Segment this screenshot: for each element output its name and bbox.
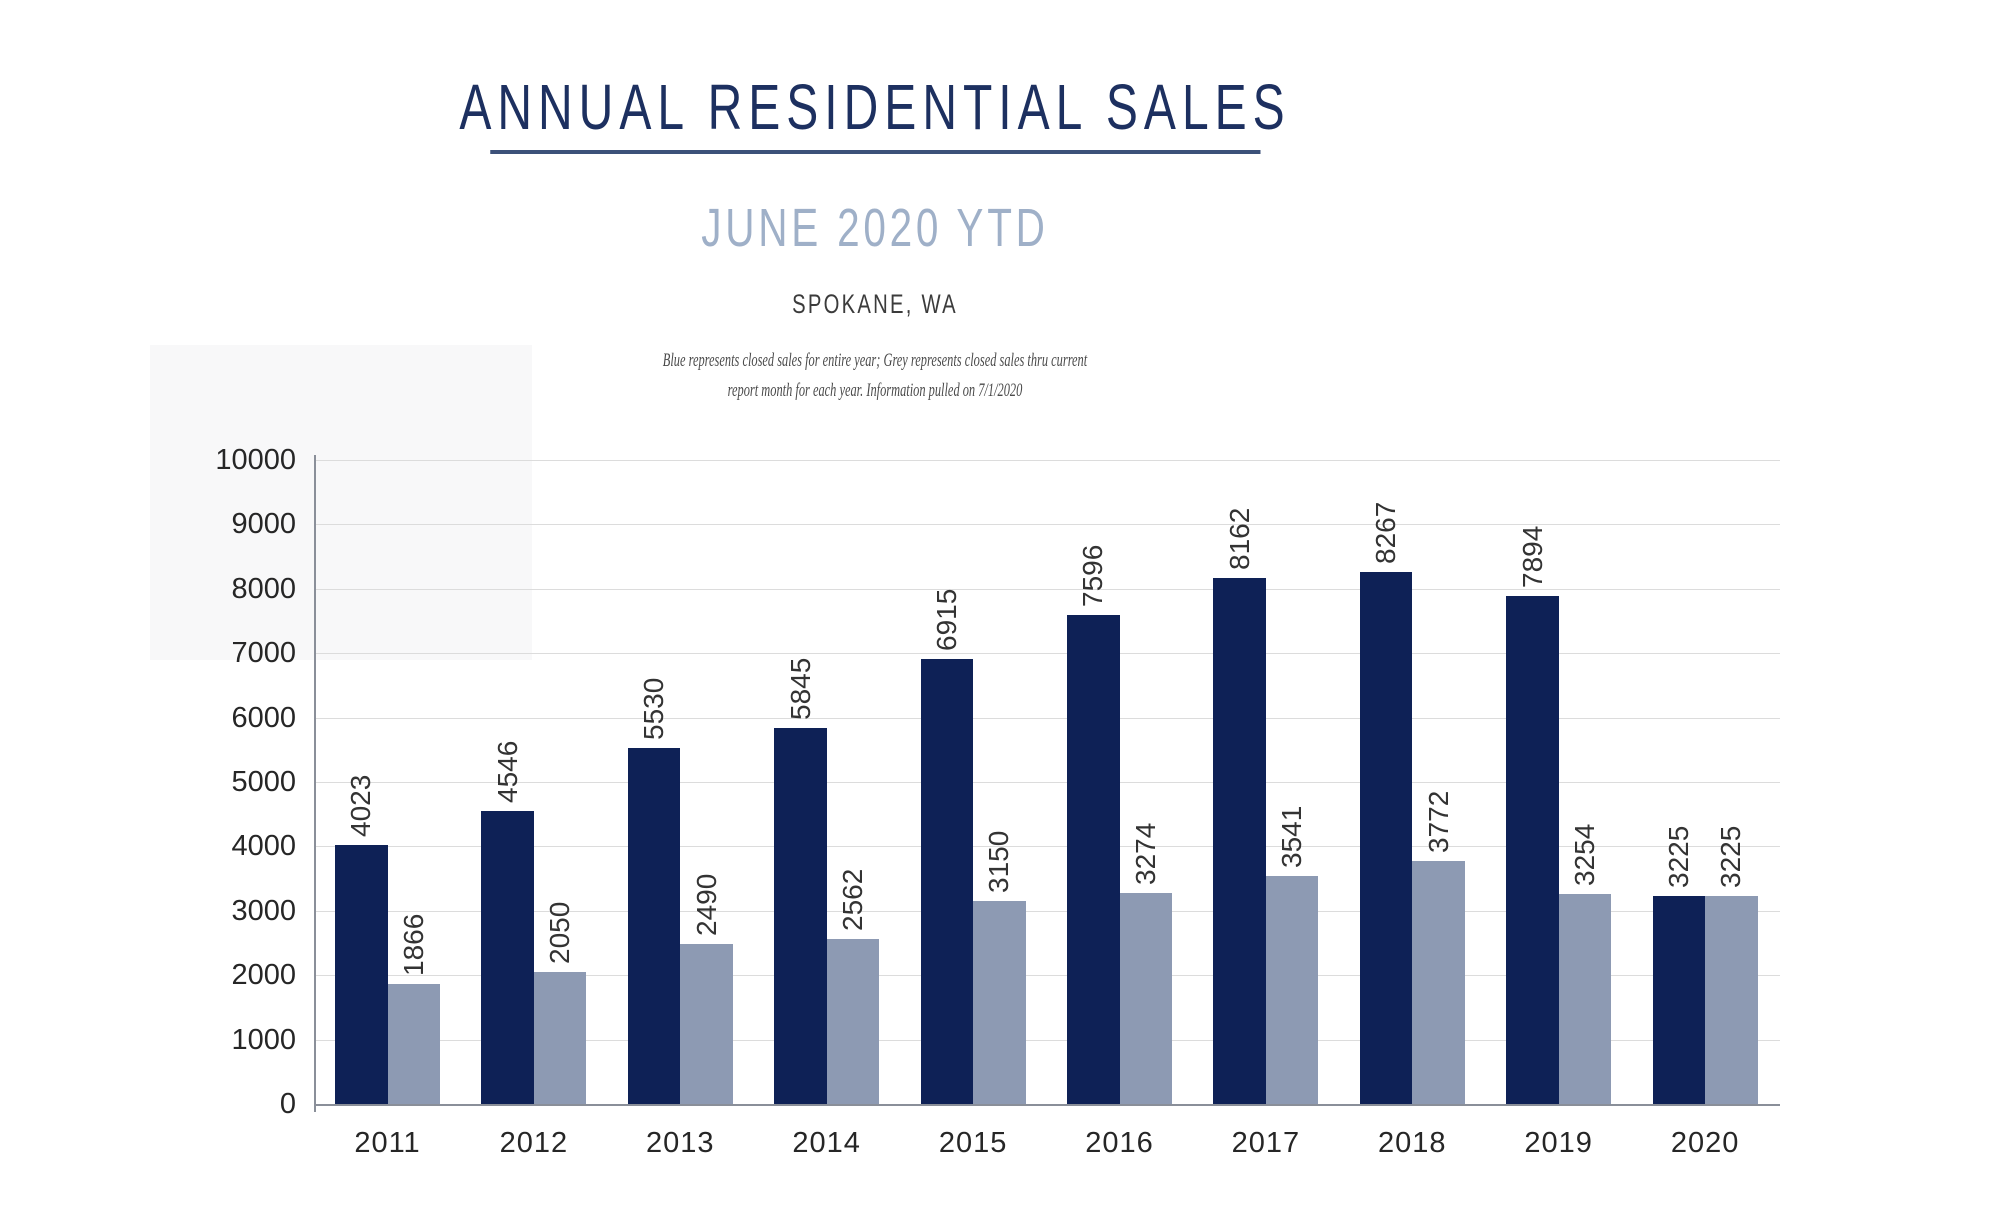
- bar-label-ytd-2013: 2490: [690, 873, 722, 936]
- y-axis-tick-7000: 7000: [231, 637, 296, 670]
- bar-annual-2011: [335, 844, 388, 1104]
- x-axis-tick-2011: 2011: [354, 1127, 421, 1159]
- bar-label-annual-2012: 4546: [491, 740, 523, 804]
- bar-label-annual-2018: 8267: [1370, 501, 1401, 564]
- x-axis-baseline: [314, 1104, 1780, 1106]
- bar-ytd-2014: [826, 939, 880, 1104]
- bar-label-ytd-2017: 3541: [1276, 805, 1308, 868]
- y-axis-tick-0: 0: [279, 1088, 296, 1120]
- y-axis-tick-4000: 4000: [231, 830, 296, 863]
- title-underline: [489, 150, 1261, 154]
- bar-ytd-2017: [1265, 876, 1319, 1104]
- gridline-4000: [314, 846, 1780, 848]
- bar-label-ytd-2011: 1866: [397, 913, 429, 976]
- bar-ytd-2019: [1558, 894, 1612, 1104]
- report-header: ANNUAL RESIDENTIAL SALES JUNE 2020 YTD S…: [219, 70, 1532, 406]
- x-axis-tick-2013: 2013: [646, 1127, 715, 1159]
- x-axis-tick-2017: 2017: [1231, 1127, 1301, 1159]
- bar-label-ytd-2018: 3772: [1422, 790, 1454, 854]
- bar-annual-2014: [774, 727, 827, 1104]
- bar-label-ytd-2014: 2562: [837, 868, 868, 931]
- y-axis-tick-3000: 3000: [231, 894, 296, 927]
- legend-note-line-2: report month for each year. Information …: [727, 380, 1023, 401]
- y-axis-tick-6000: 6000: [231, 701, 296, 734]
- bar-ytd-2015: [973, 901, 1026, 1104]
- bar-ytd-2012: [533, 972, 587, 1104]
- bar-annual-2019: [1506, 595, 1559, 1104]
- y-axis-tick-8000: 8000: [231, 572, 296, 605]
- y-axis-tick-1000: 1000: [231, 1023, 296, 1056]
- bar-annual-2015: [920, 658, 974, 1104]
- gridline-6000: [314, 717, 1780, 719]
- bar-ytd-2020: [1705, 896, 1758, 1104]
- bar-annual-2020: [1652, 896, 1706, 1104]
- y-axis-tick-2000: 2000: [231, 959, 296, 992]
- bar-label-annual-2011: 4023: [345, 774, 377, 837]
- legend-note-line-1: Blue represents closed sales for entire …: [662, 350, 1088, 371]
- bar-ytd-2011: [387, 983, 440, 1104]
- y-axis-tick-5000: 5000: [231, 766, 296, 798]
- bar-label-annual-2016: 7596: [1077, 544, 1109, 607]
- x-axis-tick-2012: 2012: [499, 1127, 569, 1159]
- bar-label-ytd-2016: 3274: [1129, 822, 1161, 886]
- bar-label-annual-2019: 7894: [1516, 525, 1548, 588]
- bar-label-annual-2015: 6915: [930, 588, 962, 651]
- x-axis-tick-2016: 2016: [1085, 1127, 1154, 1159]
- gridline-7000: [314, 653, 1780, 655]
- bar-label-annual-2014: 5845: [784, 657, 816, 720]
- background-artifact: [150, 345, 532, 660]
- y-axis-line: [314, 455, 316, 1112]
- x-axis-tick-2014: 2014: [792, 1127, 861, 1159]
- y-axis-tick-9000: 9000: [231, 508, 296, 541]
- bar-label-ytd-2020: 3225: [1715, 826, 1747, 889]
- bar-label-ytd-2015: 3150: [983, 830, 1015, 894]
- bar-ytd-2016: [1119, 893, 1172, 1104]
- gridline-2000: [314, 975, 1780, 977]
- legend-note: Blue represents closed sales for entire …: [304, 346, 1446, 406]
- gridline-10000: [314, 460, 1780, 461]
- bar-label-ytd-2012: 2050: [544, 901, 576, 964]
- gridline-3000: [314, 910, 1780, 912]
- x-axis-tick-2015: 2015: [938, 1127, 1008, 1159]
- gridline-8000: [314, 588, 1780, 590]
- gridline-5000: [314, 782, 1780, 783]
- bar-ytd-2018: [1412, 861, 1465, 1104]
- bar-ytd-2013: [680, 943, 733, 1104]
- bar-annual-2016: [1067, 614, 1120, 1104]
- x-axis-tick-2018: 2018: [1378, 1127, 1447, 1159]
- bar-annual-2017: [1213, 578, 1266, 1104]
- bar-label-annual-2017: 8162: [1223, 508, 1255, 571]
- bar-label-annual-2020: 3225: [1662, 826, 1694, 889]
- bar-label-ytd-2019: 3254: [1569, 824, 1600, 887]
- bar-annual-2013: [627, 747, 681, 1104]
- x-axis-tick-2020: 2020: [1670, 1127, 1740, 1159]
- report-subtitle: JUNE 2020 YTD: [701, 198, 1049, 258]
- y-axis-tick-10000: 10000: [215, 444, 296, 476]
- x-axis-tick-2019: 2019: [1524, 1127, 1593, 1159]
- gridline-9000: [314, 524, 1780, 526]
- page-title: ANNUAL RESIDENTIAL SALES: [459, 71, 1291, 143]
- report-location: SPOKANE, WA: [792, 289, 958, 319]
- gridline-1000: [314, 1039, 1780, 1041]
- bar-annual-2018: [1359, 571, 1413, 1104]
- bar-label-annual-2013: 5530: [638, 677, 669, 740]
- bar-annual-2012: [481, 811, 534, 1104]
